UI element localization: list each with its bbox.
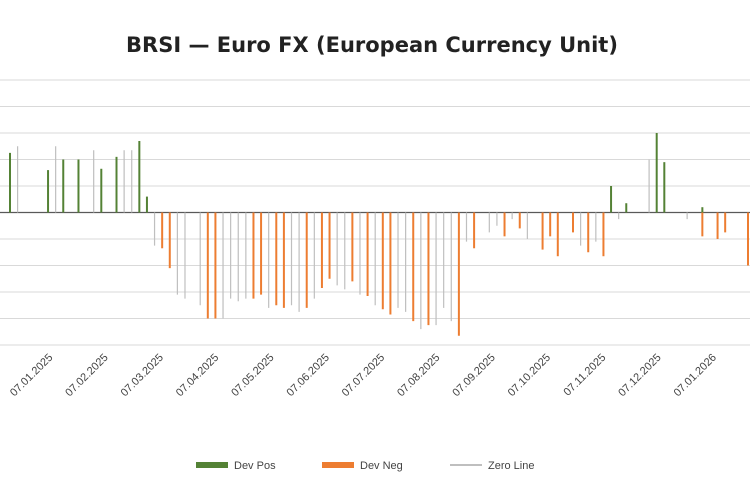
- x-tick-label: 07.01.2026: [672, 352, 719, 399]
- x-tick-label: 07.12.2025: [616, 352, 663, 399]
- x-tick-label: 07.03.2025: [119, 352, 166, 399]
- legend-label-zero-line: Zero Line: [488, 460, 534, 472]
- x-tick-label: 07.08.2025: [395, 352, 442, 399]
- x-tick-label: 07.11.2025: [562, 352, 609, 399]
- legend-label-dev-pos: Dev Pos: [234, 460, 276, 472]
- x-tick-label: 07.06.2025: [285, 352, 332, 399]
- plot-area: [9, 133, 749, 336]
- x-tick-label: 07.01.2025: [8, 352, 55, 399]
- x-tick-label: 07.05.2025: [229, 352, 276, 399]
- x-axis-tick-labels: 07.12.202407.01.202507.02.202507.03.2025…: [0, 352, 719, 399]
- legend: Dev Pos Dev Neg Zero Line: [196, 460, 534, 472]
- legend-label-dev-neg: Dev Neg: [360, 460, 403, 472]
- x-tick-label: 07.02.2025: [63, 352, 110, 399]
- x-tick-label: 07.04.2025: [174, 352, 221, 399]
- x-tick-label: 07.07.2025: [340, 352, 387, 399]
- x-tick-label: 07.09.2025: [450, 352, 497, 399]
- chart-title: BRSI — Euro FX (European Currency Unit): [126, 33, 618, 57]
- x-tick-label: 07.10.2025: [506, 352, 553, 399]
